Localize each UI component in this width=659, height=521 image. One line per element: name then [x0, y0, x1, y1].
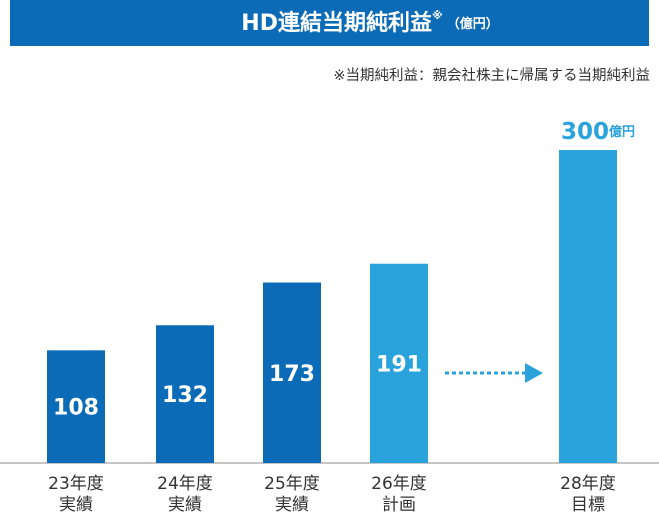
- x-tick-label: 28年度 目標: [560, 474, 616, 515]
- x-tick-label: 23年度 実績: [48, 474, 104, 515]
- value-label: 132: [162, 383, 208, 408]
- value-label: 191: [376, 352, 422, 377]
- bar: [156, 325, 214, 463]
- value-unit: 億円: [609, 124, 635, 140]
- value-label: 108: [53, 396, 99, 421]
- bar: [47, 350, 105, 463]
- value-label: 300億円: [561, 119, 635, 145]
- title-unit: （億円）: [447, 16, 499, 32]
- note: ※当期純利益：親会社株主に帰属する当期純利益: [333, 66, 650, 84]
- bar: [263, 282, 321, 463]
- arrow-head: [525, 363, 543, 383]
- x-tick-label: 26年度 計画: [371, 474, 427, 515]
- x-tick-label: 25年度 実績: [264, 474, 320, 515]
- x-tick-label: 24年度 実績: [157, 474, 213, 515]
- bar: [559, 150, 617, 463]
- chart-title: HD連結当期純利益※ （億円）: [241, 9, 498, 36]
- value-number: 300: [561, 119, 609, 145]
- title-text: HD連結当期純利益: [241, 10, 432, 36]
- title-band: [10, 0, 649, 46]
- bar: [370, 263, 428, 463]
- value-label: 173: [269, 362, 315, 387]
- title-mark: ※: [432, 9, 443, 22]
